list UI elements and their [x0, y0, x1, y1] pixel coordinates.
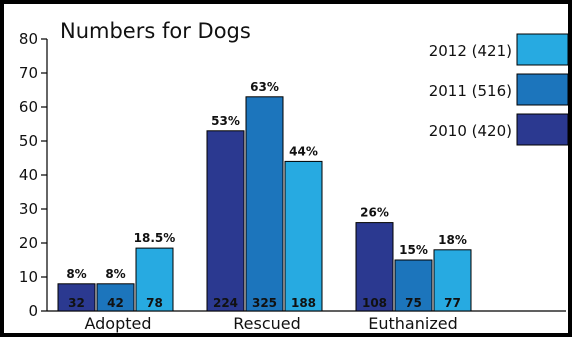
- bar-percent-label: 26%: [360, 206, 389, 220]
- legend-label: 2012 (421): [429, 42, 512, 60]
- legend-label: 2010 (420): [429, 122, 512, 140]
- bar: [206, 130, 245, 312]
- bar: [245, 96, 284, 312]
- bar: [394, 259, 433, 312]
- chart-title: Numbers for Dogs: [60, 19, 251, 43]
- legend-label: 2011 (516): [429, 82, 512, 100]
- x-tick-label: Rescued: [233, 314, 301, 333]
- legend-swatch: [516, 33, 569, 66]
- bar-count-label: 188: [291, 296, 316, 310]
- bar-count-label: 32: [68, 296, 85, 310]
- bars: 8% 32 8% 42 18.5% 78 53% 224 63% 325 44% 188 26% 108 1…: [57, 80, 472, 312]
- bar: [284, 160, 323, 312]
- bar-percent-label: 18%: [438, 233, 467, 247]
- bar-count-label: 75: [405, 296, 422, 310]
- bar-percent-label: 8%: [66, 267, 86, 281]
- bar-count-label: 42: [107, 296, 124, 310]
- bar-percent-label: 44%: [289, 144, 318, 158]
- bar: [355, 222, 394, 312]
- bar-percent-label: 63%: [250, 80, 279, 94]
- bar: [96, 283, 135, 312]
- x-tick-label: Adopted: [84, 314, 151, 333]
- y-tick-label: 80: [19, 30, 38, 48]
- y-tick-label: 50: [19, 132, 38, 150]
- bar-percent-label: 53%: [211, 114, 240, 128]
- y-tick-label: 40: [19, 166, 38, 184]
- bar: [57, 283, 96, 312]
- bar-count-label: 224: [213, 296, 238, 310]
- bar-percent-label: 8%: [105, 267, 125, 281]
- bar-count-label: 108: [362, 296, 387, 310]
- legend-swatch: [516, 113, 569, 146]
- bar-percent-label: 18.5%: [134, 231, 176, 245]
- y-tick-label: 70: [19, 64, 38, 82]
- y-tick-label: 30: [19, 200, 38, 218]
- legend: 2012 (421) 2011 (516) 2010 (420): [429, 33, 569, 146]
- bar: [135, 247, 174, 312]
- y-tick-label: 0: [28, 302, 38, 320]
- x-tick-label: Euthanized: [368, 314, 457, 333]
- bar-count-label: 78: [146, 296, 163, 310]
- bar-percent-label: 15%: [399, 243, 428, 257]
- y-tick-label: 20: [19, 234, 38, 252]
- y-tick-label: 10: [19, 268, 38, 286]
- bar: [433, 249, 472, 312]
- bar-count-label: 77: [444, 296, 461, 310]
- y-tick-label: 60: [19, 98, 38, 116]
- bar-count-label: 325: [252, 296, 277, 310]
- legend-swatch: [516, 73, 569, 106]
